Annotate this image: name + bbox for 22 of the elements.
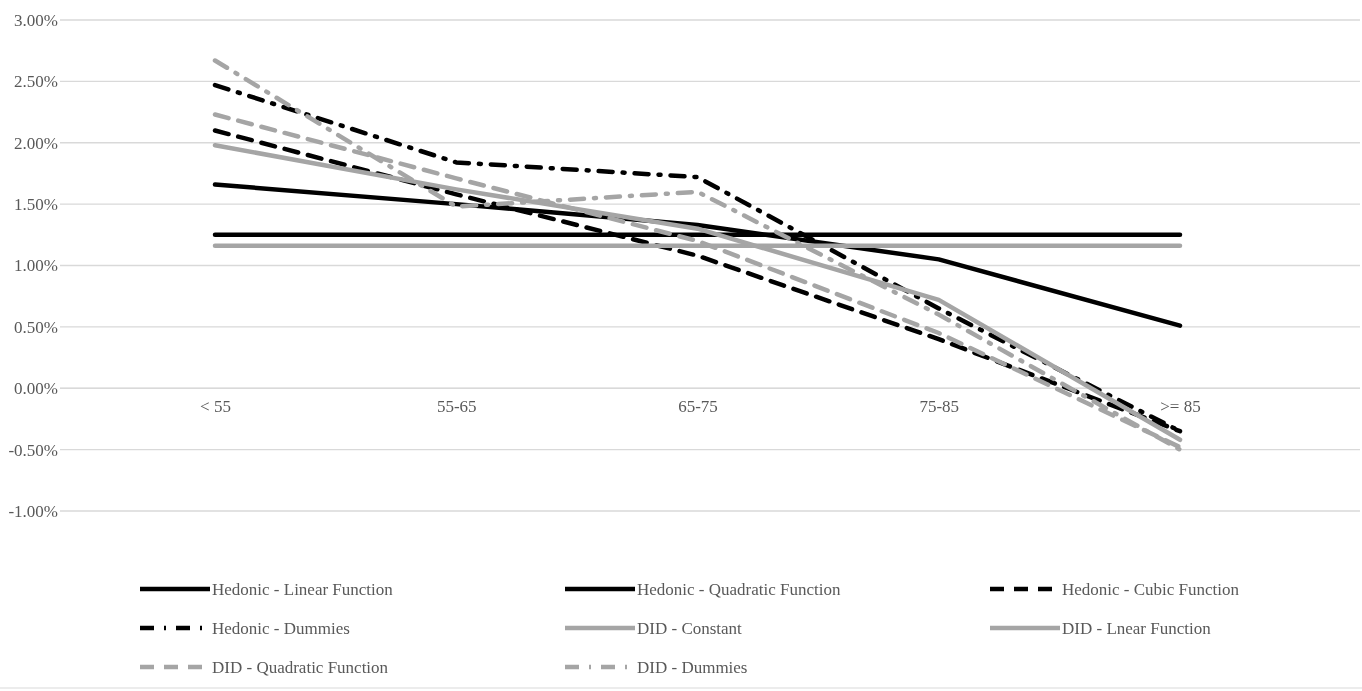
legend-label: Hedonic - Linear Function	[212, 580, 394, 599]
legend-label: DID - Dummies	[637, 658, 748, 677]
x-tick-label: 75-85	[919, 396, 960, 416]
y-tick-label: 1.00%	[14, 256, 58, 276]
y-tick-label: -1.00%	[8, 501, 58, 521]
y-tick-label: 2.50%	[14, 72, 58, 92]
y-tick-label: 0.00%	[14, 379, 58, 399]
x-tick-label: >= 85	[1160, 396, 1201, 416]
legend-label: DID - Lnear Function	[1062, 619, 1212, 638]
legend-label: DID - Constant	[637, 619, 743, 638]
y-tick-label: 3.00%	[14, 10, 58, 30]
legend-label: Hedonic - Cubic Function	[1062, 580, 1240, 599]
legend-label: Hedonic - Dummies	[212, 619, 350, 638]
y-tick-label: 1.50%	[14, 195, 58, 215]
x-tick-label: < 55	[200, 396, 231, 416]
y-tick-label: 0.50%	[14, 317, 58, 337]
x-tick-label: 55-65	[436, 396, 477, 416]
legend-label: Hedonic - Quadratic Function	[637, 580, 841, 599]
y-tick-label: 2.00%	[14, 133, 58, 153]
x-tick-label: 65-75	[678, 396, 718, 416]
y-tick-label: -0.50%	[8, 440, 58, 460]
legend-label: DID - Quadratic Function	[212, 658, 389, 677]
